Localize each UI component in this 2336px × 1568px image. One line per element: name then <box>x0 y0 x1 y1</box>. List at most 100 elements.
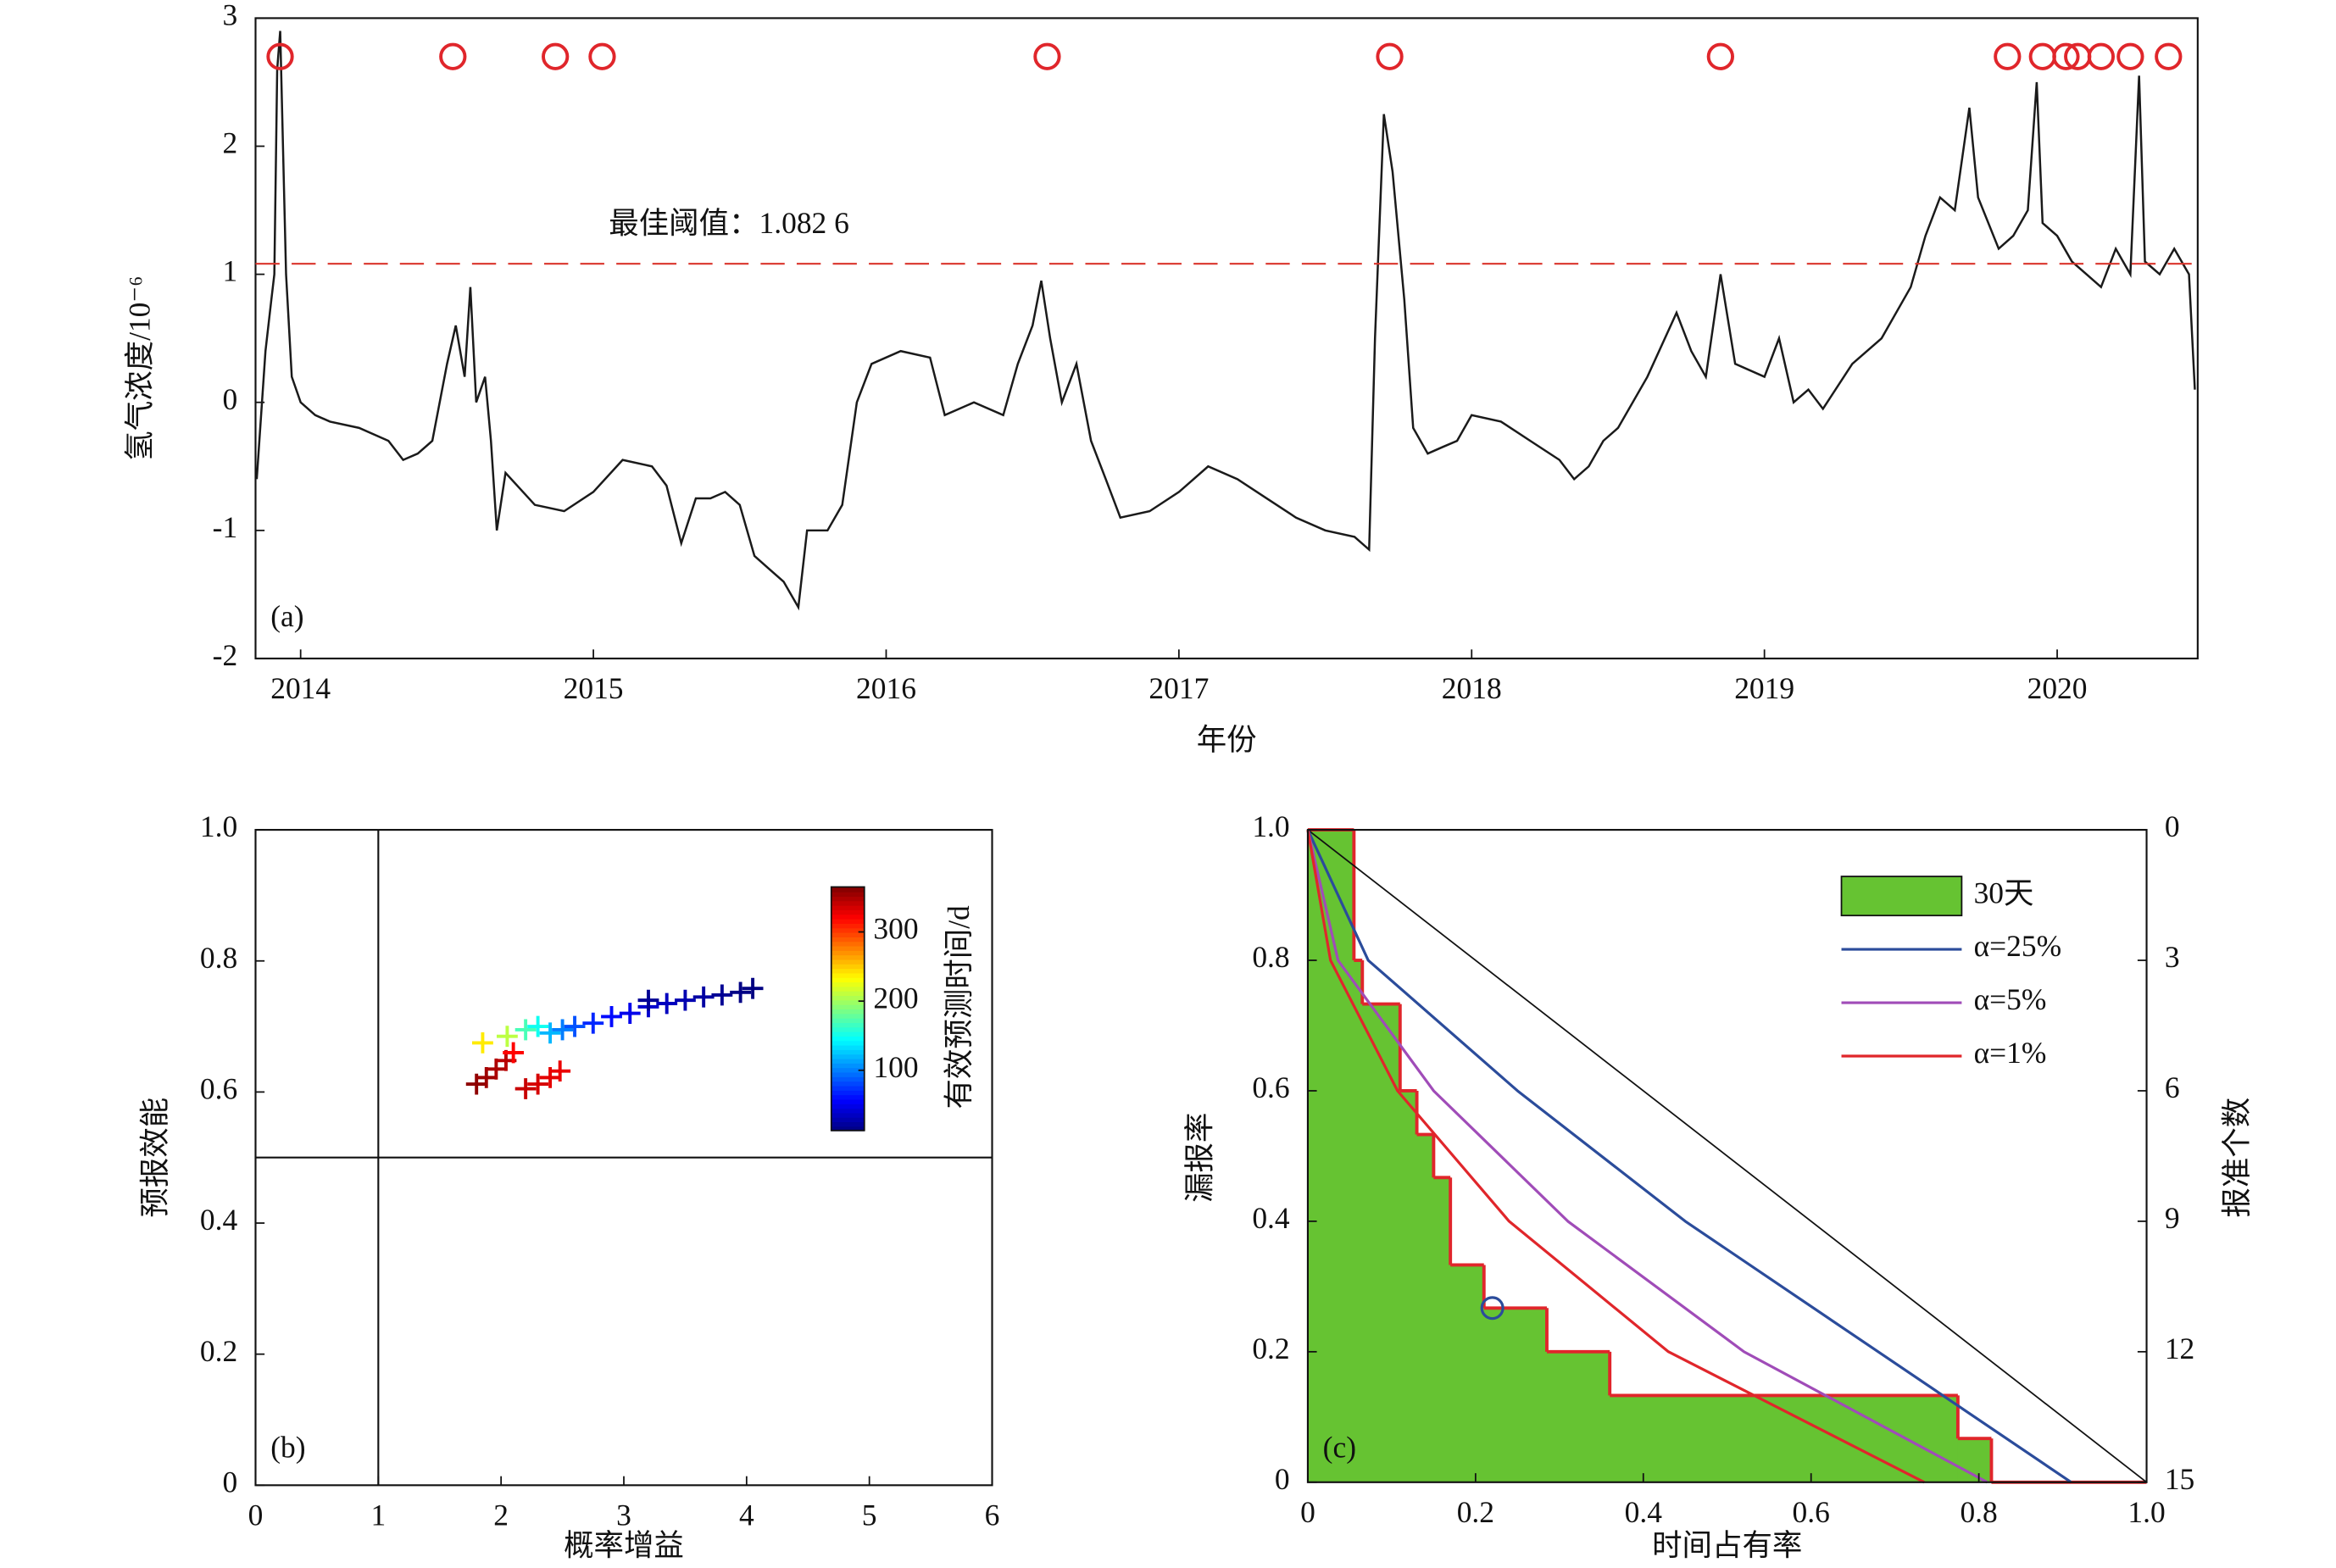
diagonal <box>1307 829 2148 1483</box>
colorbar-tick-label: 100 <box>873 1050 918 1084</box>
x-tick-label: 0 <box>1300 1495 1315 1529</box>
y-tick-label: -2 <box>213 638 238 672</box>
legend-label: 30天 <box>1974 876 2034 909</box>
event-marker <box>2116 42 2144 70</box>
panel-label: (a) <box>270 599 303 633</box>
colorbar-cell <box>831 1126 865 1132</box>
colorbar-cell <box>831 1076 865 1082</box>
colorbar-cell <box>831 1004 865 1010</box>
highlight-point <box>1480 1296 1504 1321</box>
legend-label: α=25% <box>1974 929 2062 963</box>
y-tick-label: 0.4 <box>200 1203 238 1237</box>
x-tick-label: 1.0 <box>2127 1495 2165 1529</box>
colorbar-cell <box>831 1058 865 1064</box>
alpha-curve <box>1306 829 1988 1484</box>
x-axis-label: 时间占有率 <box>1652 1528 1802 1562</box>
y-tick-label: 0.6 <box>1252 1070 1289 1104</box>
y-tick-label: 3 <box>222 0 237 32</box>
colorbar-cell <box>831 1098 865 1104</box>
colorbar-cell <box>831 1116 865 1123</box>
y-tick-label: -1 <box>213 510 238 544</box>
y-tick-label: 0.8 <box>1252 940 1289 974</box>
scatter-point <box>711 984 733 1006</box>
colorbar-cell <box>831 1009 865 1015</box>
scatter-point <box>582 1012 604 1034</box>
x-tick-label: 0.6 <box>1793 1495 1830 1529</box>
y-tick-label: 1 <box>222 254 237 288</box>
scatter-point <box>637 989 659 1011</box>
colorbar-cell <box>831 976 865 983</box>
colorbar-tick-label: 300 <box>873 912 918 946</box>
scatter-point <box>730 981 752 1004</box>
colorbar-cell <box>831 1022 865 1028</box>
colorbar-frame <box>830 886 865 1132</box>
y-tick-label: 0 <box>222 1465 237 1498</box>
legend-label: α=1% <box>1974 1036 2047 1070</box>
colorbar-cell <box>831 954 865 960</box>
event-marker <box>2087 42 2115 70</box>
colorbar-cell <box>831 949 865 956</box>
panel-label: (b) <box>270 1431 305 1465</box>
colorbar-cell <box>831 941 865 947</box>
step-area <box>1307 830 1355 1482</box>
colorbar-cell <box>831 891 865 898</box>
y2-tick-label: 9 <box>2165 1201 2180 1235</box>
x-tick-label: 2 <box>493 1498 509 1532</box>
scatter-point <box>742 977 764 999</box>
colorbar-cell <box>831 1067 865 1073</box>
scatter-point <box>674 989 696 1011</box>
x-tick-label: 0 <box>248 1498 264 1532</box>
colorbar-cell <box>831 1040 865 1046</box>
colorbar-cell <box>831 1108 865 1114</box>
colorbar-cell <box>831 1049 865 1055</box>
scatter-point <box>503 1042 525 1064</box>
y-tick-label: 0.4 <box>1252 1201 1290 1235</box>
x-tick-label: 2019 <box>1734 671 1794 705</box>
y-tick-label: 0 <box>222 382 237 416</box>
event-marker <box>1994 42 2022 70</box>
scatter-point <box>656 993 678 1015</box>
x-tick-label: 0.4 <box>1625 1495 1663 1529</box>
colorbar-cell <box>831 990 865 997</box>
colorbar-cell <box>831 900 865 906</box>
colorbar-label: 有效预测时间/d <box>942 905 976 1109</box>
y2-tick-label: 0 <box>2165 809 2180 843</box>
scatter-point <box>601 1006 622 1027</box>
scatter-point <box>496 1026 518 1048</box>
alpha-curve <box>1306 829 1925 1484</box>
data-line <box>255 31 2196 611</box>
colorbar-cell <box>831 904 865 910</box>
colorbar-cell <box>831 972 865 978</box>
x-tick-label: 1 <box>370 1498 386 1532</box>
colorbar-cell <box>831 1085 865 1091</box>
colorbar-cell <box>831 1089 865 1096</box>
y2-axis-label: 报准个数 <box>2220 1098 2254 1218</box>
x-tick-label: 2016 <box>856 671 916 705</box>
colorbar-cell <box>831 986 865 992</box>
x-tick-label: 2014 <box>270 671 331 705</box>
scatter-point <box>527 1015 549 1037</box>
colorbar-cell <box>831 931 865 937</box>
colorbar-cell <box>831 1071 865 1077</box>
x-tick-label: 3 <box>616 1498 631 1532</box>
x-tick-label: 4 <box>739 1498 754 1532</box>
colorbar-cell <box>831 887 865 892</box>
x-tick-label: 0.2 <box>1457 1495 1494 1529</box>
event-marker <box>2155 42 2183 70</box>
colorbar-cell <box>831 968 865 974</box>
colorbar-cell <box>831 1026 865 1032</box>
colorbar-cell <box>831 927 865 933</box>
event-marker <box>2052 42 2080 70</box>
panel-label: (c) <box>1323 1431 1356 1465</box>
y2-tick-label: 6 <box>2165 1070 2180 1104</box>
frame-c <box>1306 829 2148 1483</box>
event-marker <box>439 42 467 70</box>
colorbar-cell <box>831 959 865 965</box>
step-area <box>1546 1351 1610 1482</box>
colorbar-cell <box>831 1044 865 1050</box>
y-tick-label: 0.6 <box>200 1072 237 1106</box>
legend-label: α=5% <box>1974 982 2047 1016</box>
y-axis-label: 预报效能 <box>137 1098 171 1218</box>
colorbar-cell <box>831 999 865 1005</box>
